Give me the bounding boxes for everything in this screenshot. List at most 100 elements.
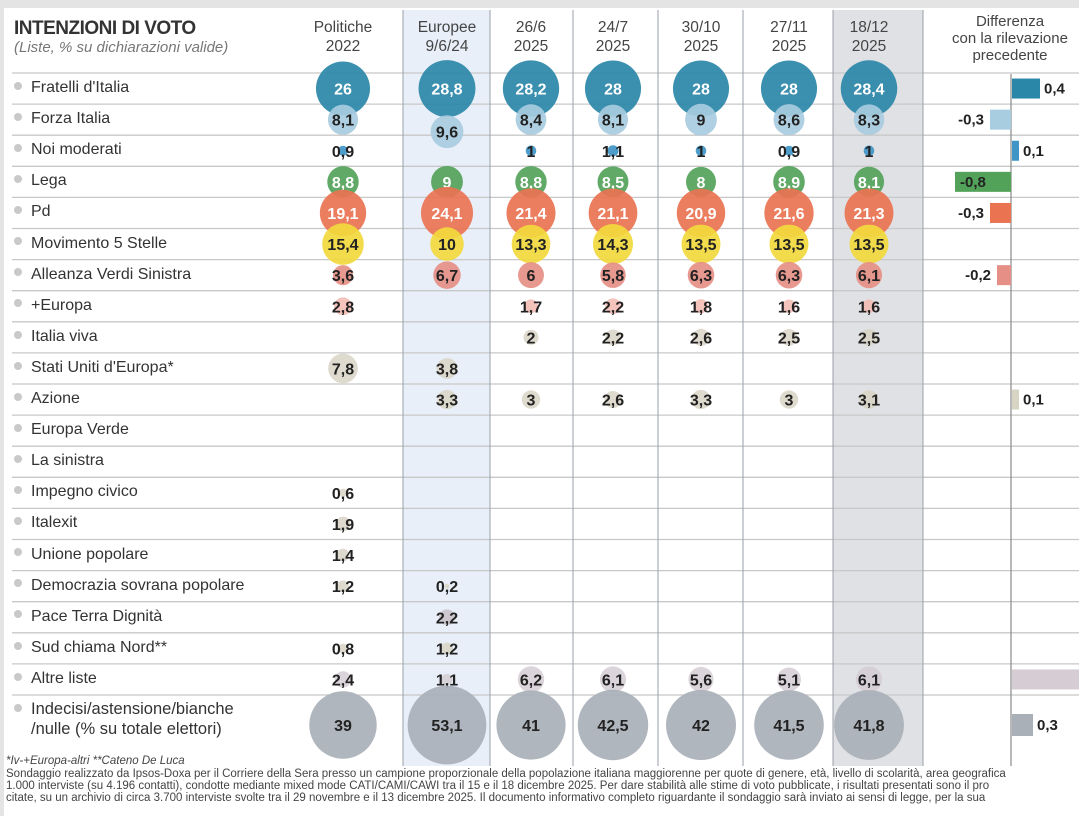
value-label: 2,6: [602, 393, 624, 410]
party-name: Movimento 5 Stelle: [31, 234, 168, 252]
party-label: Azione: [14, 390, 80, 408]
value-bubble: [780, 328, 798, 346]
value-label: 0,9: [332, 144, 354, 161]
value-label: 8,9: [778, 175, 800, 192]
value-bubble: [502, 60, 560, 117]
value-label: 3,3: [690, 393, 712, 410]
diff-header-line: precedente: [972, 47, 1048, 64]
footnote-line: 1.000 interviste (su 4.196 contatti), co…: [6, 780, 990, 792]
value-label: 28,8: [431, 82, 462, 99]
column-header: 30/10 2025: [656, 18, 746, 56]
value-bubble: [521, 390, 541, 409]
value-bubble: [523, 329, 539, 345]
party-label: La sinistra: [14, 452, 104, 470]
value-bubble: [605, 298, 621, 315]
value-label: 5,6: [690, 672, 712, 689]
party-name: La sinistra: [31, 452, 104, 470]
party-name: Europa Verde: [31, 421, 129, 439]
value-bubble: [607, 145, 619, 157]
diff-column-header: Differenza con la rilevazione precedente: [930, 13, 1079, 64]
value-label: 28,4: [853, 82, 884, 99]
diff-bar: [1012, 389, 1019, 410]
value-bubble: [515, 104, 547, 136]
bullet-icon: [14, 175, 22, 184]
diff-header-line: con la rilevazione: [952, 30, 1068, 47]
bullet-icon: [14, 517, 22, 526]
value-bubble: [319, 189, 367, 237]
value-bubble: [769, 224, 809, 264]
value-bubble: [337, 580, 349, 592]
diff-label: -0,3: [958, 112, 984, 129]
column-header-line: 9/6/24: [425, 38, 469, 55]
value-bubble: [604, 391, 622, 409]
bullet-icon: [14, 206, 22, 215]
diff-bar: [955, 171, 1011, 192]
party-label: Noi moderati: [14, 141, 122, 159]
value-bubble: [597, 166, 629, 198]
diff-label: 0,1: [1023, 143, 1044, 160]
value-bubble: [855, 262, 883, 289]
value-label: 6,1: [858, 268, 880, 285]
value-label: 8,1: [332, 113, 354, 130]
party-name: Azione: [31, 390, 80, 407]
value-bubble: [433, 261, 461, 289]
party-label: Impegno civico: [14, 483, 138, 501]
value-label: 7,8: [332, 361, 354, 378]
value-bubble: [779, 390, 799, 409]
value-bubble: [844, 188, 894, 238]
value-label: 28,2: [515, 82, 546, 99]
party-name: Alleanza Verdi Sinistra: [31, 265, 192, 283]
value-bubble: [695, 145, 707, 157]
column-header-line: Politiche: [313, 19, 373, 36]
party-label: Alleanza Verdi Sinistra: [14, 266, 191, 284]
party-label: Europa Verde: [14, 421, 129, 439]
value-bubble: [437, 389, 457, 410]
value-bubble: [517, 666, 545, 693]
party-name: Italexit: [31, 514, 78, 532]
party-name: Noi moderati: [31, 141, 122, 159]
footnote-line: citate, su un archivio di circa 3.700 in…: [6, 792, 986, 804]
value-label: 1: [697, 144, 706, 161]
value-bubble: [599, 666, 627, 693]
value-label: 13,5: [685, 237, 716, 254]
party-name: Impegno civico: [31, 483, 138, 501]
value-bubble: [685, 103, 717, 136]
bullet-icon: [14, 112, 22, 121]
value-label: 15,4: [327, 237, 358, 254]
party-label: Pace Terra Dignità: [14, 608, 162, 626]
party-label-line: Indecisi/astensione/bianche: [31, 700, 234, 718]
value-label: 19,1: [327, 206, 358, 223]
value-label: 21,3: [853, 206, 884, 223]
value-bubble: [849, 224, 889, 264]
bullet-icon: [14, 610, 22, 619]
value-bubble: [506, 188, 556, 238]
value-label: 28: [604, 82, 622, 99]
column-header-line: 2025: [683, 38, 719, 55]
value-label: 2,2: [602, 330, 624, 347]
value-bubble: [441, 673, 453, 686]
value-bubble: [524, 299, 538, 314]
value-bubble: [691, 389, 711, 410]
value-label: 53,1: [431, 718, 462, 735]
party-label: Democrazia sovrana popolare: [14, 577, 244, 595]
value-label: 42: [692, 718, 710, 735]
value-label: 42,5: [597, 718, 628, 735]
value-bubble: [436, 358, 458, 379]
value-label: 10: [438, 237, 456, 254]
party-name: Lega: [31, 172, 67, 190]
value-label: 3: [527, 393, 536, 410]
value-bubble: [511, 224, 551, 264]
value-label: 1: [865, 144, 874, 161]
value-label: 6,1: [858, 672, 880, 689]
value-bubble: [334, 671, 352, 688]
value-bubble: [327, 166, 359, 198]
bullet-icon: [14, 268, 22, 277]
value-label: 2: [527, 330, 536, 347]
value-bubble: [430, 115, 464, 149]
value-label: 1,8: [690, 299, 712, 316]
diff-bar: [1012, 78, 1040, 99]
party-name: Italia viva: [31, 327, 98, 345]
value-label: 3,3: [436, 393, 458, 410]
party-name: Stati Uniti d'Europa*: [31, 358, 174, 376]
value-bubble: [777, 667, 801, 692]
